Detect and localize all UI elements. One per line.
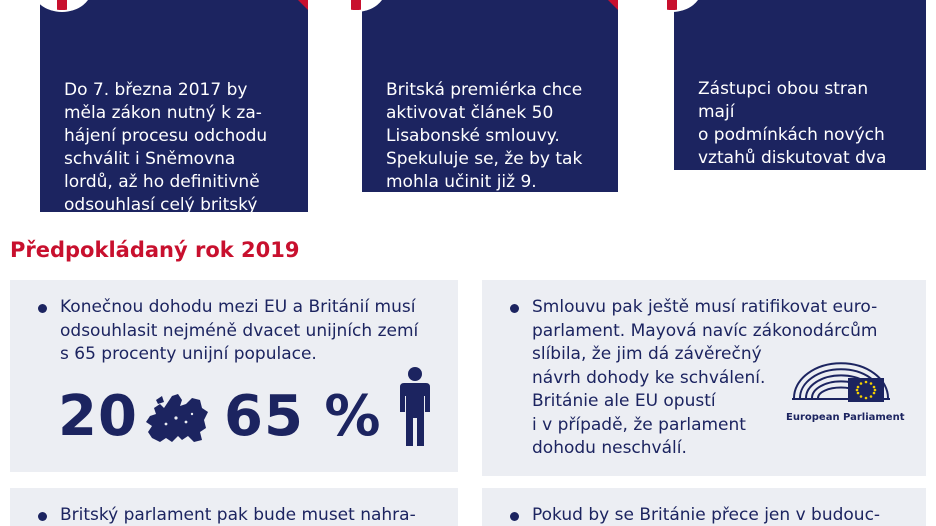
europe-map-icon bbox=[146, 394, 208, 442]
ep-logo-text: European Parliament bbox=[786, 412, 905, 423]
panel-approval: Konečnou dohodu mezi EU a Británií musí … bbox=[10, 280, 458, 472]
corner-marker bbox=[290, 0, 308, 10]
panel-future: Pokud by se Británie přece jen v budouc- bbox=[482, 488, 926, 526]
bullet-icon bbox=[510, 512, 519, 521]
panel-ratification-text: Smlouvu pak ještě musí ratifikovat euro-… bbox=[532, 297, 878, 458]
panel-future-text: Pokud by se Británie přece jen v budouc- bbox=[532, 505, 881, 525]
panel-parliament-text: Britský parlament pak bude muset nahra- bbox=[60, 505, 416, 525]
step-text-2: Britská premiérka chce aktivovat článek … bbox=[386, 80, 583, 238]
step-text-3: Zástupci obou stran mají o podmínkách no… bbox=[698, 79, 907, 237]
bullet-icon bbox=[38, 512, 47, 521]
step-card-1: Do 7. března 2017 by měla zákon nutný k … bbox=[34, 0, 308, 261]
person-icon bbox=[400, 367, 430, 446]
panel-approval-text: Konečnou dohodu mezi EU a Británií musí … bbox=[60, 297, 419, 364]
section-title: Předpokládaný rok 2019 bbox=[10, 238, 300, 262]
step-text-1: Do 7. března 2017 by měla zákon nutný k … bbox=[64, 80, 268, 261]
bullet-icon bbox=[38, 304, 47, 313]
panel-parliament: Britský parlament pak bude muset nahra- bbox=[10, 488, 458, 526]
bullet-icon bbox=[510, 304, 519, 313]
step-card-2: Britská premiérka chce aktivovat článek … bbox=[328, 0, 618, 238]
stat-population: 65 % bbox=[224, 384, 382, 449]
uk-flag-icon bbox=[34, 0, 90, 10]
stat-countries: 20 bbox=[58, 384, 138, 449]
uk-flag-icon bbox=[644, 0, 700, 10]
european-parliament-logo: European Parliament bbox=[786, 352, 905, 432]
panel-ratification: Smlouvu pak ještě musí ratifikovat euro-… bbox=[482, 280, 926, 476]
uk-flag-icon bbox=[328, 0, 384, 10]
corner-marker bbox=[600, 0, 618, 10]
step-card-3: Zástupci obou stran mají o podmínkách no… bbox=[644, 0, 926, 237]
